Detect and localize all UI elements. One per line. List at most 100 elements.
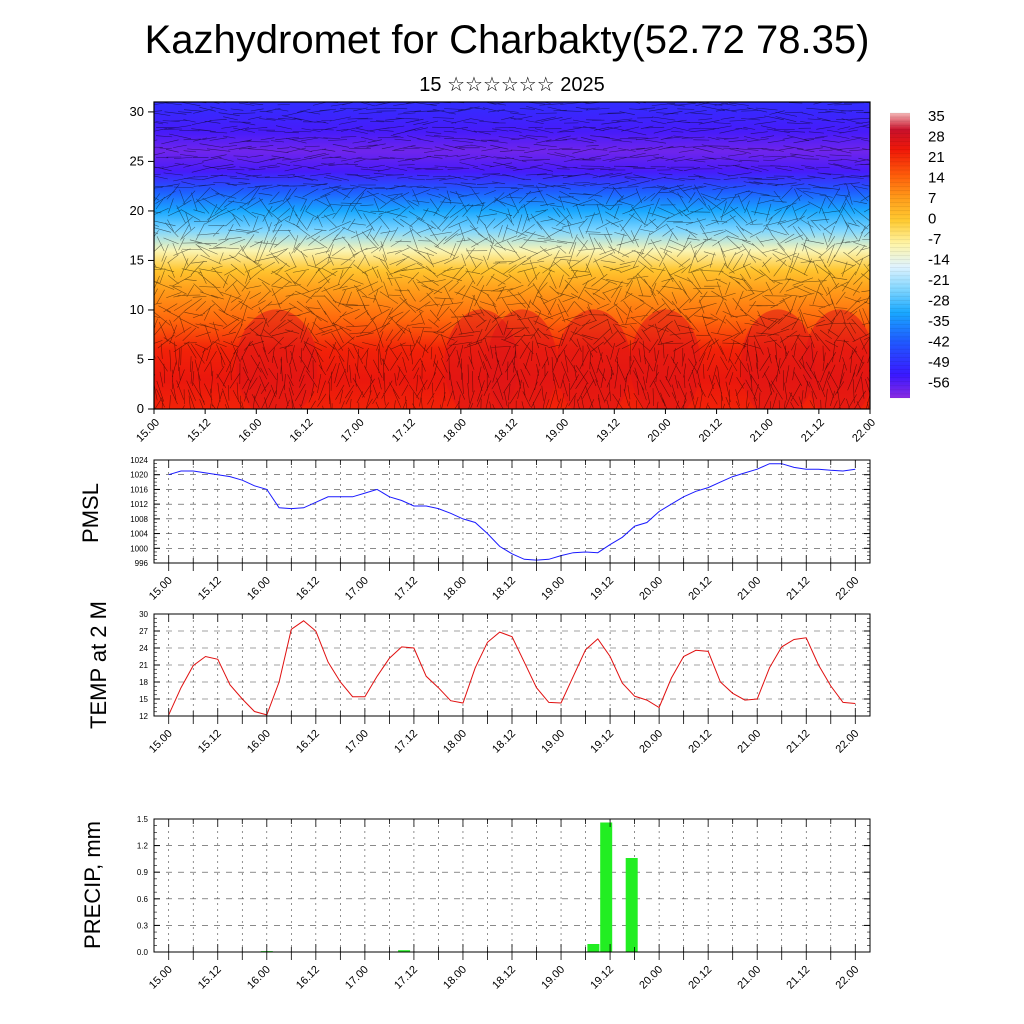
precip-x-tick-label: 20.00 xyxy=(637,964,665,992)
pmsl-x-tick-label: 18.00 xyxy=(441,575,469,603)
precip-bar xyxy=(398,950,411,952)
precip-grid xyxy=(154,818,870,953)
precip-x-tick-label: 19.00 xyxy=(539,964,567,992)
temp-x-tick-label: 20.12 xyxy=(686,728,714,756)
colorbar-label: 28 xyxy=(928,129,945,146)
precip-x-tick-label: 16.12 xyxy=(294,964,322,992)
pmsl-x-tick-label: 19.12 xyxy=(588,575,616,603)
colorbar-label: -14 xyxy=(928,252,950,269)
precip-panel: 0.00.30.60.91.21.5 15.00 15.12 16.00 16.12 1… xyxy=(80,815,871,992)
pmsl-x-tick-label: 15.12 xyxy=(196,575,224,603)
heatmap-x-tick-label: 22.00 xyxy=(850,417,878,445)
temp-x-tick-label: 17.12 xyxy=(392,728,420,756)
colorbar-label: -7 xyxy=(928,231,941,248)
precip-y-axis: 0.0 0.3 0.6 0.9 1.2 1.5 xyxy=(137,815,870,957)
pmsl-x-tick-label: 20.00 xyxy=(637,575,665,603)
colorbar-label: -56 xyxy=(928,375,950,392)
colorbar-gradient xyxy=(890,113,910,398)
pmsl-y-tick-label: 1012 xyxy=(130,500,148,509)
heatmap-y-tick-label: 5 xyxy=(137,351,144,366)
temp-x-tick-label: 18.12 xyxy=(490,728,518,756)
precip-x-tick-label: 17.00 xyxy=(343,964,371,992)
temp-x-tick-label: 19.12 xyxy=(588,728,616,756)
precip-y-tick-label: 1.5 xyxy=(137,815,149,824)
pmsl-x-tick-label: 21.00 xyxy=(735,575,763,603)
temp-y-tick-label: 27 xyxy=(139,627,148,636)
temp-y-tick-label: 15 xyxy=(139,695,148,704)
warm-core-4 xyxy=(630,309,701,409)
wind-streak-lines xyxy=(154,102,870,409)
precip-x-axis: 15.00 15.12 16.00 16.12 17.00 17.12 18.00 18.12… xyxy=(147,819,861,992)
temp-x-tick-label: 15.12 xyxy=(196,728,224,756)
heatmap-x-tick-label: 17.00 xyxy=(339,417,367,445)
pmsl-x-axis: 15.00 15.12 16.00 16.12 17.00 17.12 18.00 18.12… xyxy=(147,460,861,603)
heatmap-x-axis: 15.00 15.12 16.00 16.12 17.00 17.12 18.00 18.12… xyxy=(134,409,878,445)
temp-x-tick-label: 19.00 xyxy=(539,728,567,756)
temp-panel: 12 15 18 21 24 27 30 15.00 15.12 16.00 16.12 17.00… xyxy=(86,601,871,756)
pmsl-x-tick-label: 19.00 xyxy=(539,575,567,603)
pmsl-x-tick-label: 22.00 xyxy=(833,575,861,603)
precip-y-tick-label: 1.2 xyxy=(137,842,149,851)
colorbar-label: -49 xyxy=(928,354,950,371)
temp-frame xyxy=(153,613,871,717)
pmsl-y-tick-label: 1024 xyxy=(130,456,148,465)
pmsl-y-tick-label: 1004 xyxy=(130,530,148,539)
temp-x-tick-label: 22.00 xyxy=(833,728,861,756)
temp-grid xyxy=(154,613,870,717)
pmsl-y-tick-label: 1008 xyxy=(130,515,148,524)
warm-core-3 xyxy=(556,309,631,409)
colorbar-label: 0 xyxy=(928,211,936,228)
precip-y-tick-label: 0.3 xyxy=(137,921,149,930)
pmsl-y-tick-label: 1020 xyxy=(130,471,148,480)
precip-bar xyxy=(600,822,613,952)
pmsl-x-tick-label: 17.00 xyxy=(343,575,371,603)
warm-core-5 xyxy=(740,309,815,409)
temp-x-tick-label: 17.00 xyxy=(343,728,371,756)
heatmap-y-tick-label: 0 xyxy=(137,401,144,416)
precip-x-tick-label: 22.00 xyxy=(833,964,861,992)
heatmap-x-tick-label: 16.12 xyxy=(288,417,316,445)
heatmap-x-tick-label: 15.12 xyxy=(185,417,213,445)
temp-y-tick-label: 18 xyxy=(139,678,148,687)
precip-bar xyxy=(625,858,638,952)
heatmap-y-axis: 0 5 10 15 20 25 30 xyxy=(130,104,154,416)
heatmap-x-tick-label: 20.12 xyxy=(697,417,725,445)
temp-x-tick-label: 21.12 xyxy=(784,728,812,756)
heatmap-x-tick-label: 18.00 xyxy=(441,417,469,445)
temp-y-tick-label: 21 xyxy=(139,661,148,670)
colorbar: 35 28 21 14 7 0 -7 -14 -21 -28 -35 -42 -49 -56 xyxy=(890,108,950,399)
pmsl-x-tick-label: 16.00 xyxy=(245,575,273,603)
heatmap-x-tick-label: 20.00 xyxy=(646,417,674,445)
warm-core-0 xyxy=(235,309,318,409)
colorbar-label: 14 xyxy=(928,170,945,187)
pmsl-y-tick-label: 1016 xyxy=(130,485,148,494)
heatmap-x-tick-label: 19.00 xyxy=(543,417,571,445)
pmsl-x-tick-label: 16.12 xyxy=(294,575,322,603)
pmsl-x-tick-label: 18.12 xyxy=(490,575,518,603)
precip-bars xyxy=(260,822,638,953)
precip-x-tick-label: 21.12 xyxy=(784,964,812,992)
precip-bar xyxy=(587,944,600,952)
heatmap-x-tick-label: 21.12 xyxy=(799,417,827,445)
colorbar-bands xyxy=(890,112,910,399)
heatmap-x-tick-label: 19.12 xyxy=(594,417,622,445)
pmsl-axis-label: PMSL xyxy=(78,483,103,543)
pmsl-y-tick-label: 996 xyxy=(135,559,149,568)
temp-x-tick-label: 18.00 xyxy=(441,728,469,756)
colorbar-label: 7 xyxy=(928,190,936,207)
chart-title: Kazhydromet for Charbakty(52.72 78.35) xyxy=(144,18,870,62)
pmsl-x-tick-label: 21.12 xyxy=(784,575,812,603)
cross-section-panel: 0 5 10 15 20 25 30 15.00 15.12 16.00 16.12 17.00 17… xyxy=(130,101,878,445)
temp-x-tick-label: 20.00 xyxy=(637,728,665,756)
heatmap-x-tick-label: 17.12 xyxy=(390,417,418,445)
temp-y-tick-label: 24 xyxy=(139,644,148,653)
temp-series-line xyxy=(168,620,856,716)
heatmap-x-tick-label: 15.00 xyxy=(134,417,162,445)
temp-y-tick-label: 12 xyxy=(139,712,148,721)
warm-core-2 xyxy=(487,309,558,409)
temp-x-tick-label: 16.00 xyxy=(245,728,273,756)
heatmap-y-tick-label: 20 xyxy=(130,203,144,218)
heatmap-x-tick-label: 18.12 xyxy=(492,417,520,445)
temp-x-tick-label: 21.00 xyxy=(735,728,763,756)
